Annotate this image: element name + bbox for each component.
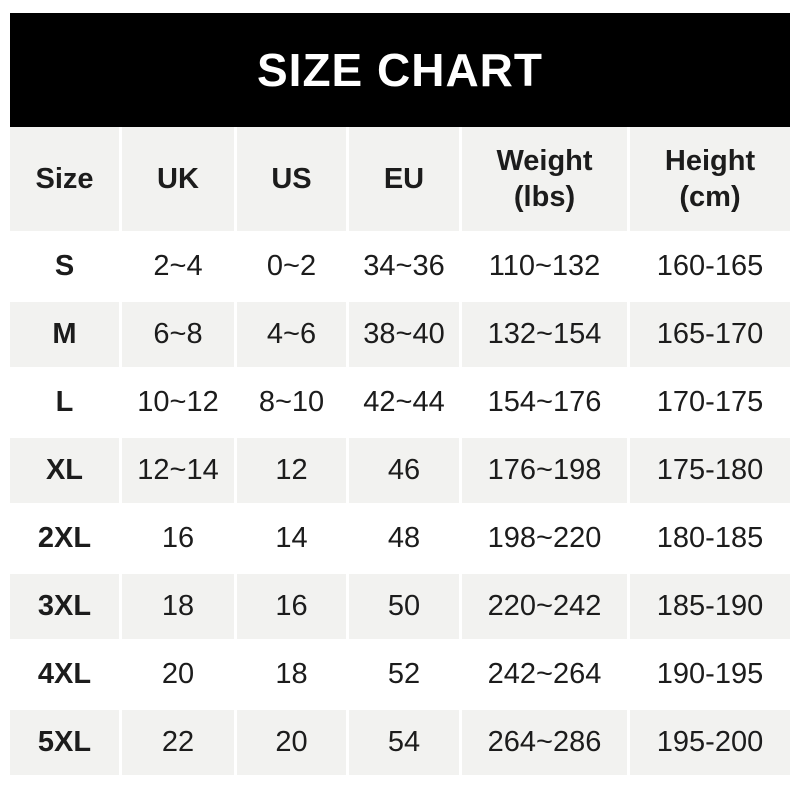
eu-cell: 42~44 (349, 370, 459, 435)
table-row-5xl: 5XL 22 20 54 264~286 195-200 (10, 710, 790, 775)
height-cell: 170-175 (630, 370, 790, 435)
column-header-eu: EU (349, 127, 459, 231)
uk-cell: 10~12 (122, 370, 234, 435)
us-cell: 12 (237, 438, 346, 503)
size-chart-table: Size UK US EU Weight (lbs) Height (cm) S… (7, 124, 793, 778)
weight-cell: 132~154 (462, 302, 627, 367)
size-label-cell: L (10, 370, 119, 435)
us-cell: 18 (237, 642, 346, 707)
column-header-us: US (237, 127, 346, 231)
table-row-s: S 2~4 0~2 34~36 110~132 160-165 (10, 234, 790, 299)
weight-cell: 242~264 (462, 642, 627, 707)
height-cell: 165-170 (630, 302, 790, 367)
uk-cell: 16 (122, 506, 234, 571)
weight-cell: 154~176 (462, 370, 627, 435)
us-cell: 8~10 (237, 370, 346, 435)
eu-cell: 46 (349, 438, 459, 503)
size-label-cell: 3XL (10, 574, 119, 639)
table-row-xl: XL 12~14 12 46 176~198 175-180 (10, 438, 790, 503)
weight-cell: 198~220 (462, 506, 627, 571)
size-label-cell: M (10, 302, 119, 367)
uk-cell: 2~4 (122, 234, 234, 299)
column-header-uk: UK (122, 127, 234, 231)
page-title: SIZE CHART (257, 44, 543, 96)
size-label-cell: 5XL (10, 710, 119, 775)
table-row-4xl: 4XL 20 18 52 242~264 190-195 (10, 642, 790, 707)
size-label-cell: XL (10, 438, 119, 503)
height-cell: 195-200 (630, 710, 790, 775)
us-cell: 4~6 (237, 302, 346, 367)
weight-cell: 110~132 (462, 234, 627, 299)
eu-cell: 52 (349, 642, 459, 707)
size-label-cell: S (10, 234, 119, 299)
height-cell: 185-190 (630, 574, 790, 639)
uk-cell: 18 (122, 574, 234, 639)
weight-cell: 220~242 (462, 574, 627, 639)
table-row-l: L 10~12 8~10 42~44 154~176 170-175 (10, 370, 790, 435)
size-label-cell: 4XL (10, 642, 119, 707)
table-row-2xl: 2XL 16 14 48 198~220 180-185 (10, 506, 790, 571)
header-row: Size UK US EU Weight (lbs) Height (cm) (10, 127, 790, 231)
weight-cell: 264~286 (462, 710, 627, 775)
table-row-3xl: 3XL 18 16 50 220~242 185-190 (10, 574, 790, 639)
table-row-m: M 6~8 4~6 38~40 132~154 165-170 (10, 302, 790, 367)
height-cell: 175-180 (630, 438, 790, 503)
us-cell: 16 (237, 574, 346, 639)
us-cell: 14 (237, 506, 346, 571)
column-header-size: Size (10, 127, 119, 231)
eu-cell: 54 (349, 710, 459, 775)
height-cell: 190-195 (630, 642, 790, 707)
eu-cell: 38~40 (349, 302, 459, 367)
uk-cell: 20 (122, 642, 234, 707)
eu-cell: 34~36 (349, 234, 459, 299)
height-cell: 180-185 (630, 506, 790, 571)
us-cell: 20 (237, 710, 346, 775)
column-header-height: Height (cm) (630, 127, 790, 231)
uk-cell: 6~8 (122, 302, 234, 367)
size-label-cell: 2XL (10, 506, 119, 571)
height-cell: 160-165 (630, 234, 790, 299)
eu-cell: 50 (349, 574, 459, 639)
weight-cell: 176~198 (462, 438, 627, 503)
uk-cell: 12~14 (122, 438, 234, 503)
eu-cell: 48 (349, 506, 459, 571)
us-cell: 0~2 (237, 234, 346, 299)
column-header-weight: Weight (lbs) (462, 127, 627, 231)
banner: SIZE CHART (10, 13, 790, 127)
uk-cell: 22 (122, 710, 234, 775)
